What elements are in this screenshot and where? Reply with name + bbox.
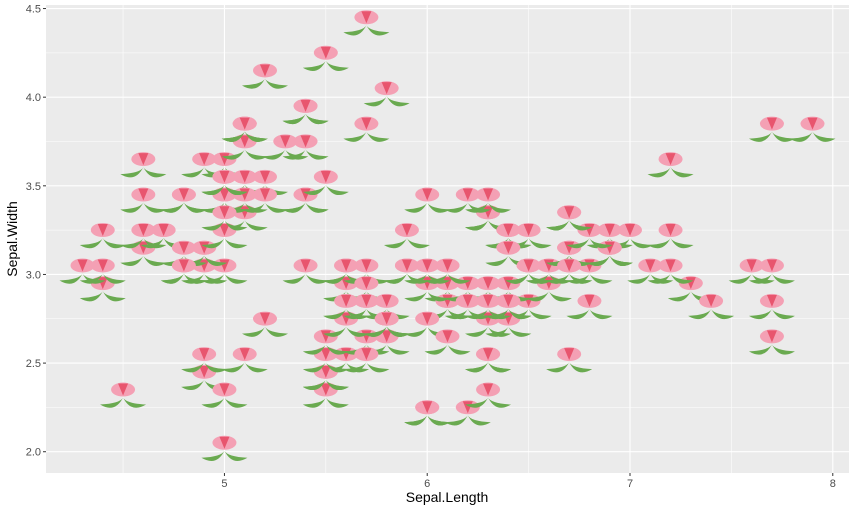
x-axis-ticks: 5 6 7 8 <box>221 473 836 490</box>
x-tick-label: 6 <box>424 478 430 490</box>
x-tick-label: 7 <box>627 478 633 490</box>
y-tick-label: 4.5 <box>26 4 41 16</box>
y-tick-label: 2.5 <box>26 358 41 370</box>
plot-panel <box>46 5 849 473</box>
y-tick-label: 3.5 <box>26 181 41 193</box>
y-tick-label: 3.0 <box>26 269 41 281</box>
x-axis-title: Sepal.Length <box>406 489 489 505</box>
x-tick-label: 8 <box>830 478 836 490</box>
x-tick-label: 5 <box>221 478 227 490</box>
y-axis-title: Sepal.Width <box>4 201 20 276</box>
y-axis-ticks: 2.0 2.5 3.0 3.5 4.0 4.5 <box>26 4 46 459</box>
grid-lines <box>46 5 849 473</box>
y-tick-label: 2.0 <box>26 447 41 459</box>
y-tick-label: 4.0 <box>26 92 41 104</box>
